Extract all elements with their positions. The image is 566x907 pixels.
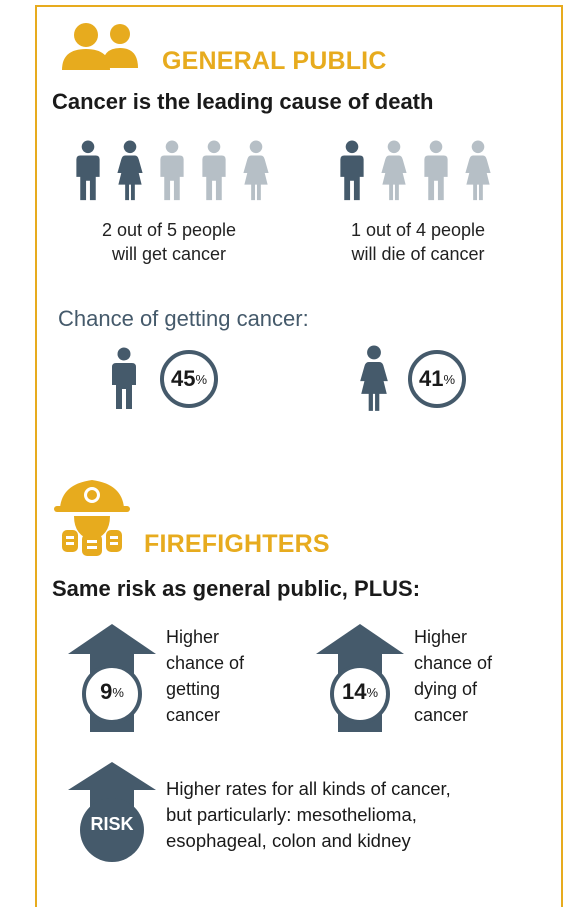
male-percent-circle: 45%	[160, 350, 218, 408]
female-percent-value: 41	[418, 366, 444, 391]
firefighter-icon	[54, 480, 130, 556]
getting-label-line: chance of	[166, 653, 245, 673]
section-title-general-public: GENERAL PUBLIC	[162, 47, 387, 75]
people-icon	[62, 23, 138, 70]
getting-percent-value: 9	[100, 679, 113, 704]
male-figure-icon	[76, 140, 100, 201]
risk-label-line: but particularly: mesothelioma,	[166, 804, 417, 825]
dying-percent-badge: 14%	[332, 664, 388, 720]
stat-die-cancer-caption: 1 out of 4 people will die of cancer	[318, 218, 518, 266]
people-row-get-cancer	[74, 140, 269, 202]
male-percent-unit: %	[195, 371, 208, 387]
stat-get-line1: 2 out of 5 people	[101, 220, 237, 240]
chance-heading: Chance of getting cancer:	[58, 306, 309, 331]
section-title-firefighters: FIREFIGHTERS	[144, 530, 330, 558]
risk-label-line: Higher rates for all kinds of cancer,	[166, 778, 451, 799]
male-icon	[110, 345, 138, 413]
getting-label: Higher chance of getting cancer	[166, 624, 244, 728]
getting-label-line: Higher	[166, 627, 220, 647]
dying-label-line: dying of	[414, 679, 478, 699]
dying-label-line: Higher	[414, 627, 468, 647]
dying-label: Higher chance of dying of cancer	[414, 624, 492, 728]
people-row-die-of-cancer	[338, 140, 498, 202]
stat-die-line1: 1 out of 4 people	[350, 220, 486, 240]
risk-badge: RISK	[90, 814, 134, 834]
firefighters-headline: Same risk as general public, PLUS:	[52, 576, 421, 601]
stat-get-line2: will get cancer	[111, 244, 227, 264]
getting-percent-unit: %	[112, 684, 124, 700]
male-figure-icon	[202, 140, 226, 201]
up-arrow-icon	[316, 624, 404, 732]
female-figure-icon	[360, 345, 388, 411]
female-figure-icon	[381, 140, 407, 201]
stat-die-line2: will die of cancer	[351, 244, 485, 264]
stat-get-cancer-caption: 2 out of 5 people will get cancer	[62, 218, 276, 266]
male-figure-icon	[112, 347, 136, 409]
up-arrow-icon	[68, 624, 156, 732]
male-figure-icon	[340, 140, 364, 201]
female-percent-circle: 41%	[408, 350, 466, 408]
dying-percent-unit: %	[366, 684, 379, 700]
male-figure-icon	[424, 140, 448, 201]
dying-label-line: chance of	[414, 653, 493, 673]
risk-label-line: esophageal, colon and kidney	[166, 830, 411, 851]
male-figure-icon	[160, 140, 184, 201]
female-figure-icon	[243, 140, 269, 201]
getting-percent-badge: 9%	[84, 664, 140, 720]
male-percent-value: 45	[170, 366, 196, 391]
female-percent-unit: %	[443, 371, 456, 387]
infographic-border	[35, 5, 563, 907]
female-figure-icon	[117, 140, 143, 201]
dying-percent-value: 14	[341, 679, 367, 704]
general-public-headline: Cancer is the leading cause of death	[52, 89, 434, 114]
risk-arrow-icon	[68, 762, 156, 862]
female-figure-icon	[465, 140, 491, 201]
getting-label-line: cancer	[166, 705, 221, 725]
risk-label: Higher rates for all kinds of cancer, bu…	[166, 776, 451, 854]
female-icon	[358, 345, 390, 413]
dying-label-line: cancer	[414, 705, 469, 725]
getting-label-line: getting	[166, 679, 221, 699]
